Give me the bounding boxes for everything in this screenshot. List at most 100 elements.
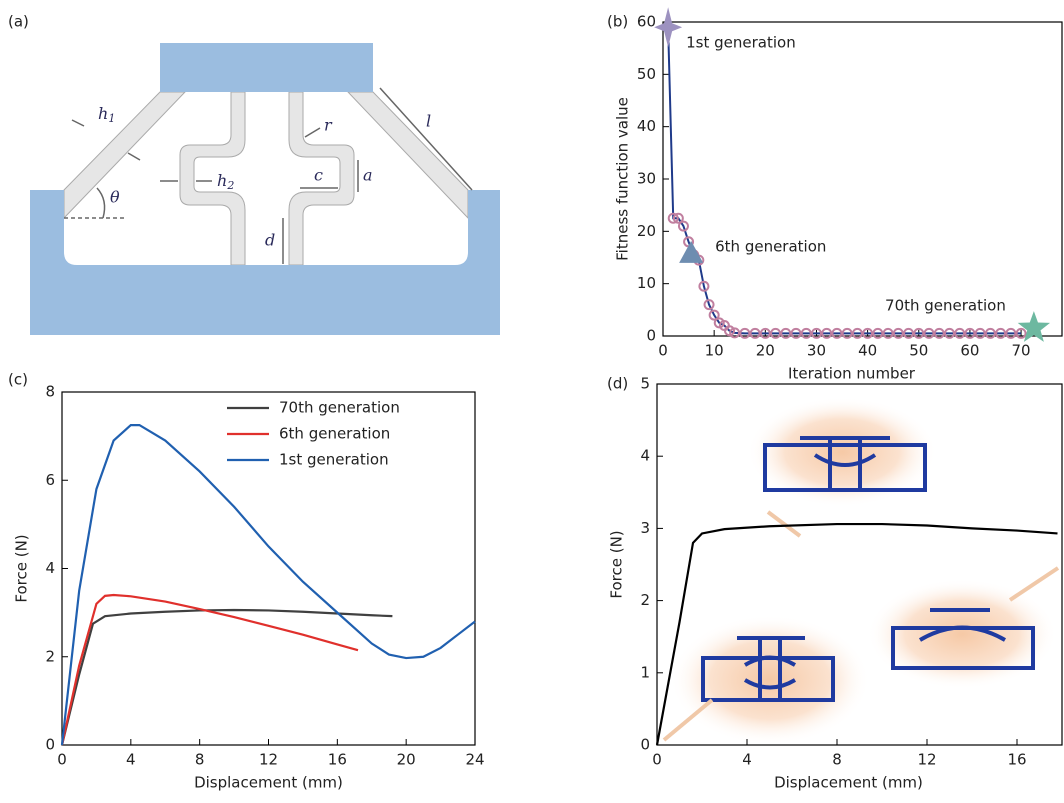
point [672,212,684,224]
x-tick-label: 20 [756,342,775,360]
x-tick-label: 0 [652,751,662,769]
point [841,327,853,339]
point [703,299,715,311]
x-tick-label: 4 [742,751,752,769]
x-tick-label: 70 [1012,342,1031,360]
y-tick-label: 2 [640,591,650,609]
point [739,327,751,339]
serpentine [179,91,246,266]
plot-frame [662,21,1063,337]
legend-label: 70th generation [279,399,400,417]
point [724,325,735,337]
point [862,327,874,339]
plot-frame [656,383,1063,746]
point [892,327,904,339]
point [1005,327,1017,339]
y-tick-label: 0 [640,736,650,754]
label: h1 [98,104,115,126]
point [943,327,955,339]
legend-label: 6th generation [279,425,390,443]
y-tick-label: 50 [637,65,656,83]
point [995,327,1007,339]
x-tick-label: 50 [909,342,928,360]
y-tick-label: 40 [637,117,656,135]
x-tick-label: 40 [858,342,877,360]
x-tick-label: 0 [57,751,67,769]
label-text: h [98,104,108,123]
point [677,220,689,232]
point [974,327,986,339]
point [810,327,822,339]
y-tick-label: 60 [637,13,656,31]
point [831,327,843,339]
x-tick-label: 16 [328,751,347,769]
y-tick-label: 0 [646,327,656,345]
legend-label: 1st generation [279,451,389,469]
point [872,327,884,339]
label: h2 [217,171,234,193]
label-sub: 2 [226,179,234,192]
highlight-marker [654,7,683,48]
annotation: 70th generation [885,297,1006,315]
annotation: 6th generation [715,237,826,255]
y-axis-title: Force (N) [608,530,626,598]
series-line [60,423,476,746]
top-block [160,43,373,92]
x-tick-label: 8 [195,751,205,769]
beam [346,91,469,220]
point [770,327,782,339]
y-tick-label: 4 [640,447,650,465]
point [759,327,771,339]
y-tick-label: 8 [45,383,55,401]
highlight-marker [679,240,704,263]
label: c [314,166,323,185]
beam [63,91,187,220]
x-tick-label: 20 [397,751,416,769]
y-tick-label: 30 [637,170,656,188]
y-tick-label: 1 [640,663,650,681]
point [903,327,915,339]
y-tick-label: 3 [640,519,650,537]
point [729,327,741,339]
diagram: (a) h1 h2 r l θ c a d [8,13,500,335]
x-tick-label: 12 [259,751,278,769]
panel-label: (c) [8,371,28,389]
dimension-lines [64,87,473,264]
label: r [324,116,333,135]
point [821,327,833,339]
x-axis-title: Displacement (mm) [194,774,343,792]
point [964,327,976,339]
x-tick-label: 12 [917,751,936,769]
x-tick-label: 24 [465,751,484,769]
x-tick-label: 10 [705,342,724,360]
x-tick-label: 8 [832,751,842,769]
point [954,327,966,339]
label-text: h [217,171,227,190]
label: a [363,166,373,185]
point [780,327,792,339]
point [913,327,925,339]
x-tick-label: 16 [1007,751,1026,769]
point [882,327,894,339]
series-line [60,593,359,746]
point [749,327,761,339]
y-tick-label: 4 [45,559,55,577]
point [984,327,996,339]
base [30,190,500,335]
series-line [60,608,393,746]
y-tick-label: 10 [637,274,656,292]
point [698,280,710,292]
label: θ [110,188,120,207]
point [923,327,935,339]
point [708,309,720,321]
label-sub: 1 [108,112,115,125]
series-line [655,522,1058,746]
point [851,327,863,339]
point [667,212,679,224]
y-tick-label: 5 [640,375,650,393]
y-axis-title: Fitness function value [614,97,632,261]
fit-line [667,27,1022,335]
x-tick-label: 4 [126,751,136,769]
plot-frame [61,391,476,746]
